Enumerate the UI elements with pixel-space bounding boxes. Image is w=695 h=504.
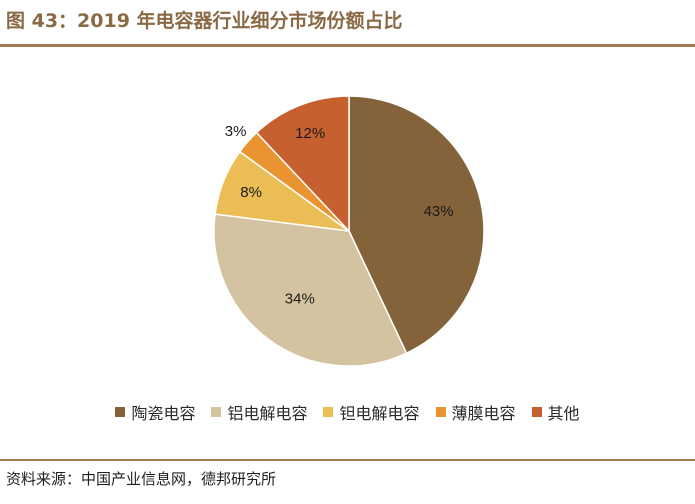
legend-item-ceramic: 陶瓷电容 (115, 400, 195, 424)
pie-slice-5 (255, 95, 350, 233)
figure-title: 图 43：2019 年电容器行业细分市场份额占比 (6, 10, 403, 32)
pie-slices (213, 95, 485, 367)
legend-swatch (435, 407, 446, 417)
slice-label-2: 34% (285, 291, 315, 308)
legend-item-aluminum: 铝电解电容 (211, 400, 307, 424)
legend-label: 薄膜电容 (451, 404, 516, 423)
legend-swatch (323, 407, 334, 417)
legend-item-film: 薄膜电容 (435, 400, 516, 424)
legend-label: 其他 (547, 404, 580, 423)
legend-item-other: 其他 (531, 400, 580, 424)
slice-label-4: 3% (225, 123, 247, 140)
title-divider (0, 44, 695, 47)
chart-legend: 陶瓷电容 铝电解电容 钽电解电容 薄膜电容 其他 (0, 398, 695, 426)
pie-slice-2 (213, 213, 408, 367)
legend-label: 钽电解电容 (339, 404, 420, 423)
slice-label-5: 12% (295, 125, 325, 142)
source-divider (0, 459, 695, 461)
pie-labels: 43% 34% 8% 3% 12% (225, 123, 454, 308)
legend-item-tantalum: 钽电解电容 (323, 400, 420, 424)
slice-label-1: 43% (424, 203, 454, 220)
legend-label: 陶瓷电容 (131, 404, 196, 423)
legend-swatch (211, 407, 222, 417)
legend-swatch (531, 407, 542, 417)
pie-slice-1 (348, 95, 485, 355)
pie-chart: 43% 34% 8% 3% 12% (213, 95, 485, 367)
slice-label-3: 8% (240, 184, 262, 201)
legend-label: 铝电解电容 (227, 404, 308, 423)
legend-swatch (115, 407, 126, 417)
source-note: 资料来源：中国产业信息网，德邦研究所 (6, 470, 277, 488)
